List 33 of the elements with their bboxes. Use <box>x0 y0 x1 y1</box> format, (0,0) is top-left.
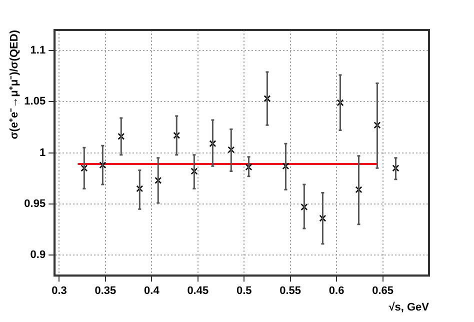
point <box>245 164 252 171</box>
y-tick-label: 1.05 <box>24 96 46 108</box>
point <box>99 162 106 169</box>
point <box>118 132 125 140</box>
x-tick-label: 0.65 <box>372 285 394 298</box>
point <box>300 204 308 211</box>
point <box>190 168 198 175</box>
x-tick-label: 0.55 <box>280 285 302 298</box>
y-axis-title: σ(e⁺e⁻→μ⁺μ⁻)/σ(QED) <box>8 30 21 140</box>
point <box>154 176 162 184</box>
point <box>173 132 180 139</box>
x-tick-label: 0.5 <box>236 285 252 298</box>
point <box>228 146 235 154</box>
point <box>319 214 326 222</box>
y-tick-label: 0.95 <box>24 198 46 210</box>
y-tick-label: 1 <box>39 146 46 159</box>
point <box>209 140 216 148</box>
x-tick-label: 0.3 <box>52 285 67 298</box>
x-tick-label: 0.35 <box>94 285 116 298</box>
x-tick-label: 0.6 <box>328 285 344 298</box>
point <box>355 186 362 194</box>
x-axis-title: √s, GeV <box>388 301 430 314</box>
point <box>264 95 271 102</box>
point <box>336 99 344 106</box>
y-tick-label: 0.9 <box>30 249 46 262</box>
point <box>374 122 381 129</box>
x-tick-label: 0.45 <box>187 285 209 298</box>
point <box>136 185 144 192</box>
y-tick-label: 1.1 <box>30 44 46 56</box>
point <box>80 164 88 172</box>
point <box>392 164 400 172</box>
x-tick-label: 0.4 <box>144 285 160 298</box>
point <box>282 162 290 170</box>
